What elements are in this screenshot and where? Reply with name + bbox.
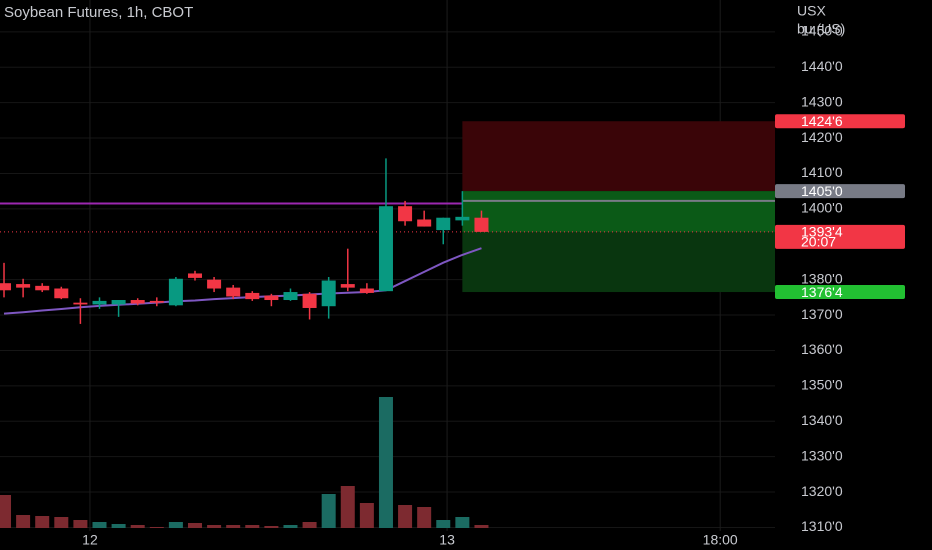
countdown: 20:07 [801, 234, 836, 250]
volume-bar [378, 397, 393, 528]
currency: USX [797, 3, 826, 19]
candle-body [302, 293, 317, 308]
candle-body [455, 216, 470, 221]
price-label-box [775, 285, 905, 300]
candle-body [264, 295, 279, 301]
volume-bar [54, 517, 69, 528]
price-label: 1405'0 [801, 183, 843, 199]
candle-body [16, 284, 31, 288]
volume-bar [0, 495, 12, 528]
volume-bar [474, 525, 489, 528]
candle-body [378, 206, 393, 292]
candle-body [187, 273, 202, 278]
candle-body [130, 300, 145, 304]
candle-body [54, 288, 69, 299]
y-tick-label: 1360'0 [801, 341, 843, 357]
volume-bar [73, 520, 88, 528]
unit: bu (US) [797, 21, 845, 37]
y-tick-label: 1370'0 [801, 306, 843, 322]
volume-bar [436, 520, 451, 528]
candle-body [417, 219, 432, 227]
volume-bar [111, 524, 126, 528]
y-tick-label: 1340'0 [801, 412, 843, 428]
y-tick-label: 1330'0 [801, 447, 843, 463]
plot [0, 121, 775, 528]
volume-bar [283, 525, 298, 528]
y-tick-label: 1320'0 [801, 483, 843, 499]
y-tick-label: 1420'0 [801, 129, 843, 145]
volume-bar [149, 527, 164, 528]
price-label-box [775, 184, 905, 199]
candle-body [92, 300, 107, 305]
volume-bar [398, 505, 413, 528]
volume-bar [168, 522, 183, 528]
candle-body [321, 280, 336, 307]
volume-bar [207, 525, 222, 528]
candle-body [436, 217, 451, 231]
stop-zone [462, 121, 775, 192]
y-tick-label: 1410'0 [801, 164, 843, 180]
y-tick-label: 1430'0 [801, 93, 843, 109]
x-tick-label: 13 [439, 532, 455, 548]
candle-body [474, 217, 489, 232]
candle-body [73, 302, 88, 305]
y-tick-label: 1450'0 [801, 23, 843, 39]
candle-body [283, 292, 298, 301]
volume-bar [264, 526, 279, 528]
volume-bar [417, 507, 432, 528]
x-tick-label: 18:00 [703, 532, 738, 548]
y-tick-label: 1350'0 [801, 377, 843, 393]
x-tick-label: 12 [82, 532, 98, 548]
volume-bar [302, 522, 317, 528]
volume-bar [245, 525, 260, 528]
volume-bar [340, 486, 355, 528]
y-tick-label: 1380'0 [801, 270, 843, 286]
candle-body [226, 287, 241, 297]
axis: 1310'0 1320'0 1330'0 1340'0 1350'0 1360'0 1370… [82, 23, 905, 548]
price-label: 1393'4 [801, 224, 843, 240]
candle-body [359, 288, 374, 293]
volume-bar [359, 503, 374, 528]
y-tick-label: 1440'0 [801, 58, 843, 74]
volume-bar [16, 515, 31, 528]
candle-body [207, 279, 222, 289]
price-label: 1424'6 [801, 113, 843, 129]
candle-body [35, 285, 50, 291]
chart-title: Soybean Futures, 1h, CBOT [4, 4, 193, 21]
moving-average [3, 247, 482, 315]
profit-zone [462, 191, 775, 232]
volume-bar [321, 494, 336, 528]
volume-bar [226, 525, 241, 528]
y-tick-label: 1400'0 [801, 200, 843, 216]
volume-bar [130, 525, 145, 528]
volume-bar [187, 523, 202, 528]
candle-body [149, 300, 164, 303]
candle-body [0, 283, 12, 291]
candle-body [168, 278, 183, 306]
price-label: 1376'4 [801, 284, 843, 300]
candle-body [340, 284, 355, 288]
y-tick-label: 1310'0 [801, 518, 843, 534]
volume-bar [455, 517, 470, 528]
volume-bar [35, 516, 50, 528]
volume-bar [92, 522, 107, 528]
candle-body [111, 300, 126, 305]
candle-body [245, 292, 260, 300]
price-label-box [775, 224, 905, 249]
candle-body [398, 206, 413, 222]
price-label-box [775, 114, 905, 129]
